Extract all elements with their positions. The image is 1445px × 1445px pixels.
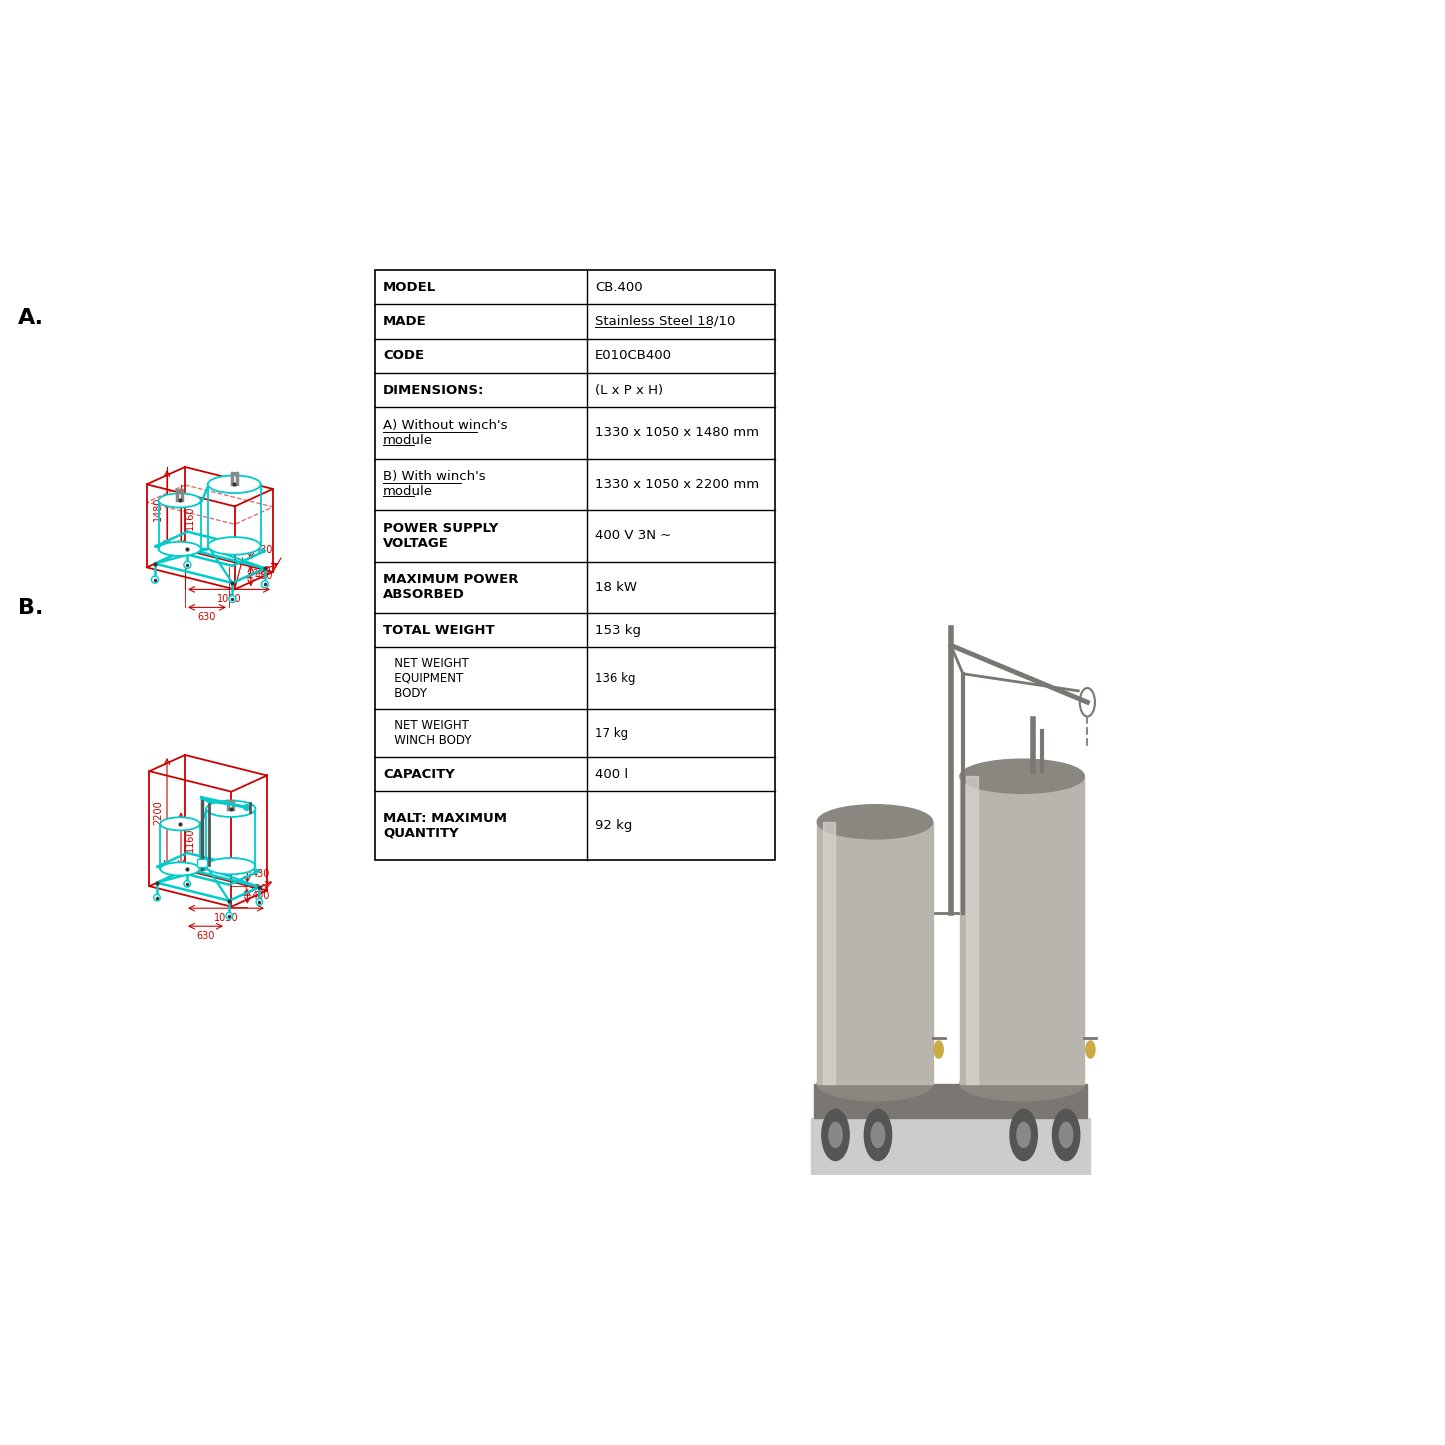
Text: 153 kg: 153 kg (595, 624, 642, 637)
Circle shape (256, 899, 263, 905)
Text: TOTAL WEIGHT: TOTAL WEIGHT (383, 624, 494, 637)
Text: DIMENSIONS:: DIMENSIONS: (383, 383, 484, 396)
Text: B.: B. (17, 598, 43, 618)
Text: 1480: 1480 (153, 496, 163, 520)
Ellipse shape (160, 863, 199, 876)
Text: B) With winch's
module: B) With winch's module (383, 471, 486, 499)
Ellipse shape (959, 759, 1084, 793)
Text: NET WEIGHT
   WINCH BODY: NET WEIGHT WINCH BODY (383, 720, 471, 747)
Ellipse shape (818, 1066, 932, 1101)
Ellipse shape (818, 805, 932, 840)
Text: 400 l: 400 l (595, 767, 629, 780)
Circle shape (864, 1110, 892, 1160)
Circle shape (1017, 1123, 1030, 1147)
Text: 1330 x 1050 x 2200 mm: 1330 x 1050 x 2200 mm (595, 478, 759, 491)
Text: 430: 430 (251, 870, 270, 880)
Text: 430: 430 (254, 545, 273, 555)
Text: 400: 400 (251, 892, 270, 902)
Bar (197, 860, 207, 867)
Circle shape (933, 1040, 944, 1058)
Text: 400 V 3N ~: 400 V 3N ~ (595, 529, 672, 542)
Bar (811, 1118, 1091, 1175)
Text: 1330: 1330 (243, 883, 267, 893)
Text: 1330 x 1050 x 1480 mm: 1330 x 1050 x 1480 mm (595, 426, 759, 439)
Ellipse shape (208, 475, 260, 493)
Bar (965, 776, 978, 1084)
Circle shape (1085, 1040, 1095, 1058)
Bar (824, 822, 835, 1084)
Text: NET WEIGHT
   EQUIPMENT
   BODY: NET WEIGHT EQUIPMENT BODY (383, 656, 468, 699)
Circle shape (228, 595, 236, 603)
Ellipse shape (207, 801, 256, 816)
Text: 480: 480 (254, 571, 273, 581)
Text: E010CB400: E010CB400 (595, 350, 672, 363)
Circle shape (871, 1123, 884, 1147)
Bar (376, 270, 775, 860)
Text: 630: 630 (197, 931, 215, 941)
Text: POWER SUPPLY
VOLTAGE: POWER SUPPLY VOLTAGE (383, 522, 499, 551)
Circle shape (225, 912, 233, 919)
Text: 17 kg: 17 kg (595, 727, 629, 740)
Circle shape (153, 894, 160, 900)
Text: 1330: 1330 (247, 565, 272, 575)
Text: 1160: 1160 (185, 506, 195, 530)
Ellipse shape (208, 538, 260, 555)
Text: 18 kW: 18 kW (595, 581, 637, 594)
Circle shape (822, 1110, 850, 1160)
Text: 1160: 1160 (185, 828, 195, 853)
Text: 92 kg: 92 kg (595, 819, 633, 832)
Text: 2200: 2200 (153, 801, 163, 825)
Text: Stainless Steel 18/10: Stainless Steel 18/10 (595, 315, 736, 328)
Text: MADE: MADE (383, 315, 426, 328)
Text: CAPACITY: CAPACITY (383, 767, 455, 780)
Bar (818, 822, 932, 1084)
Text: 136 kg: 136 kg (595, 672, 636, 685)
Circle shape (262, 581, 269, 588)
Text: 1050: 1050 (217, 594, 241, 604)
Bar (959, 776, 1084, 1084)
Text: MODEL: MODEL (383, 280, 436, 293)
Text: MAXIMUM POWER
ABSORBED: MAXIMUM POWER ABSORBED (383, 574, 519, 601)
Ellipse shape (160, 818, 199, 831)
Text: 630: 630 (198, 613, 217, 623)
Circle shape (1059, 1123, 1072, 1147)
Text: CODE: CODE (383, 350, 425, 363)
Ellipse shape (959, 1066, 1084, 1101)
Text: CB.400: CB.400 (595, 280, 643, 293)
Text: A.: A. (17, 308, 43, 328)
Ellipse shape (159, 542, 201, 556)
Circle shape (152, 577, 159, 584)
Text: MALT: MAXIMUM
QUANTITY: MALT: MAXIMUM QUANTITY (383, 812, 507, 840)
Text: A) Without winch's
module: A) Without winch's module (383, 419, 507, 447)
Bar (815, 1084, 1088, 1118)
Circle shape (1010, 1110, 1038, 1160)
Circle shape (184, 562, 191, 568)
Text: 1050: 1050 (214, 913, 238, 923)
Circle shape (184, 880, 191, 887)
Ellipse shape (159, 493, 201, 507)
Ellipse shape (207, 858, 256, 874)
Circle shape (829, 1123, 842, 1147)
Circle shape (1052, 1110, 1079, 1160)
Text: (L x P x H): (L x P x H) (595, 383, 663, 396)
